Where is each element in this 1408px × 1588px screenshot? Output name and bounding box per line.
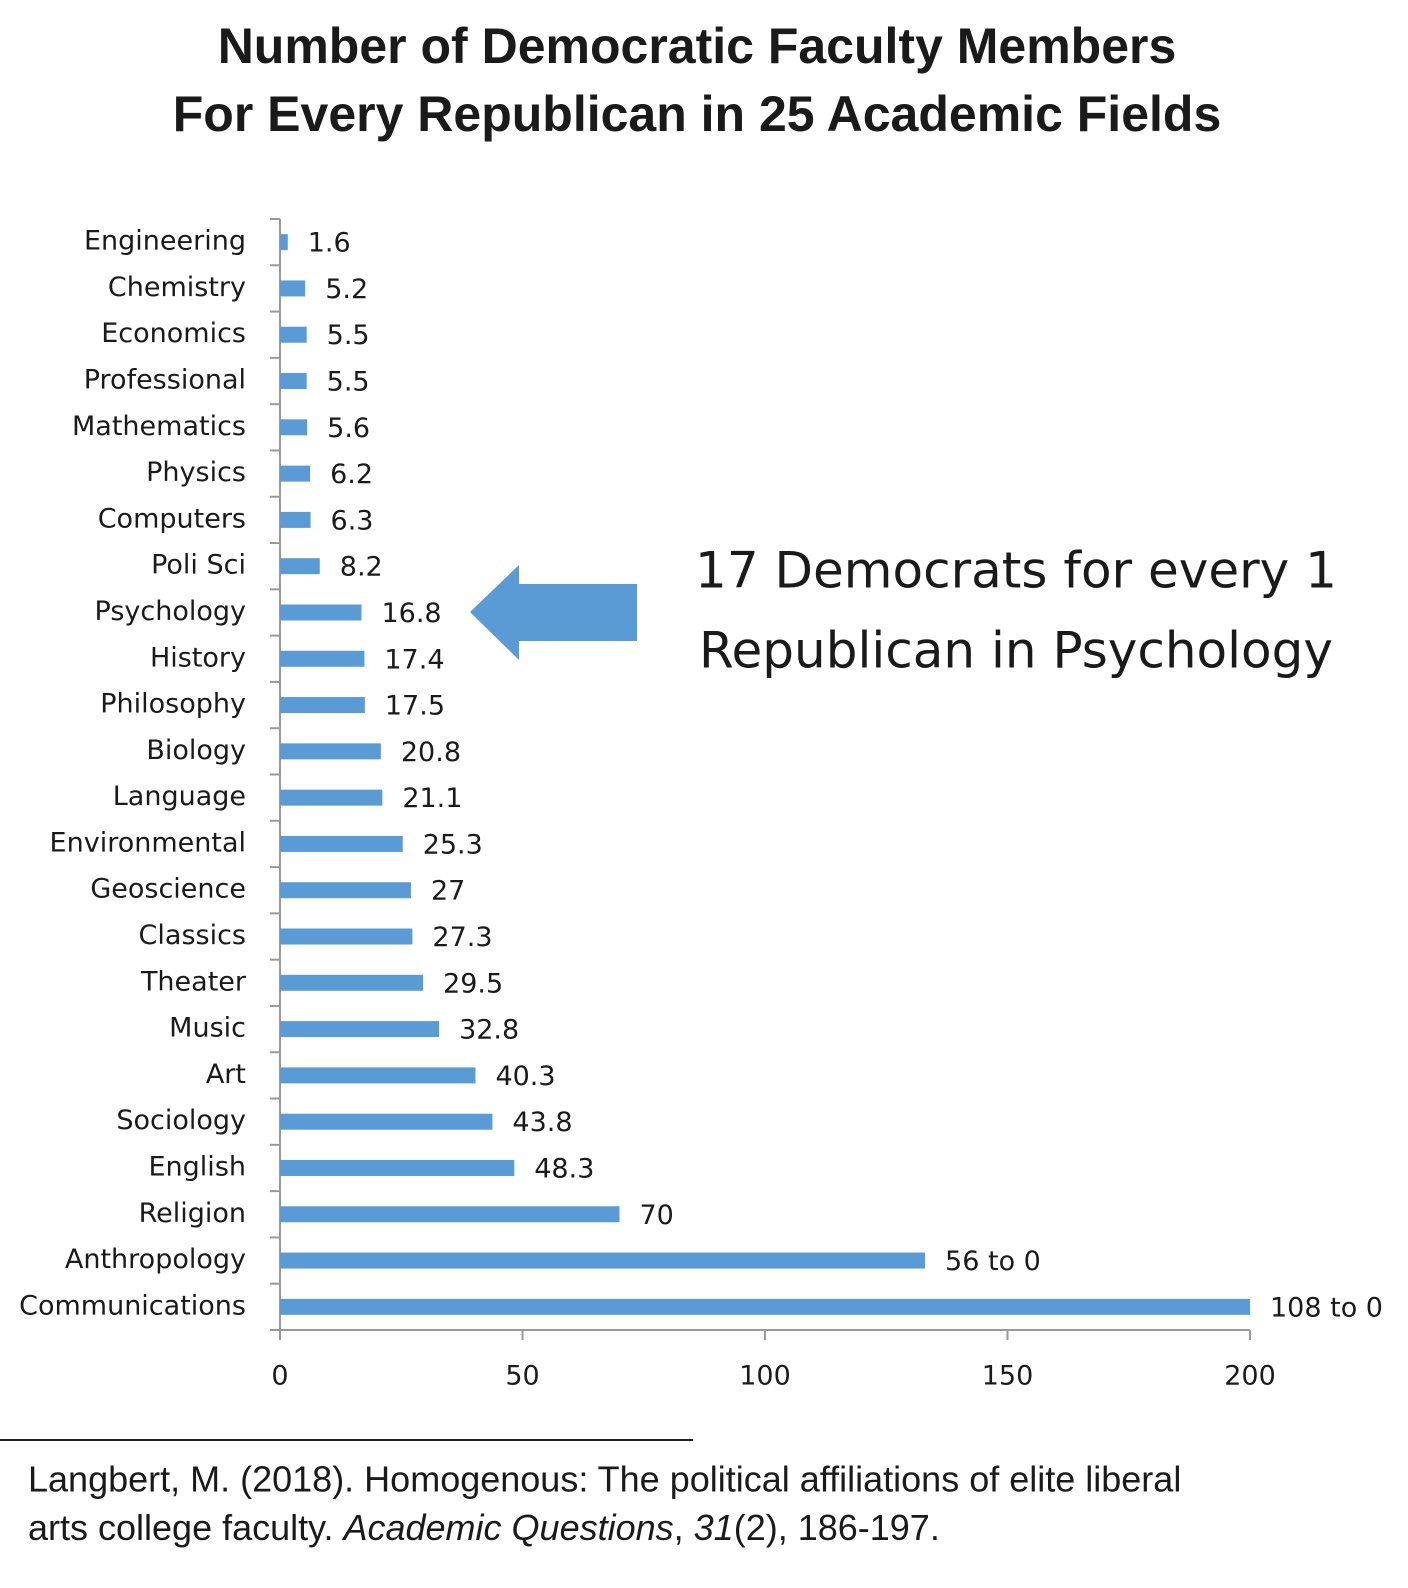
bar: [280, 928, 413, 945]
source-part: 31: [694, 1507, 734, 1548]
y-tick-label: Geoscience: [90, 874, 246, 905]
bar: [280, 1021, 440, 1038]
y-tick-label: Language: [113, 781, 246, 812]
y-tick-label: Religion: [139, 1198, 246, 1229]
value-label: 8.2: [340, 552, 383, 583]
y-tick-label: Poli Sci: [151, 550, 246, 581]
value-label: 5.5: [327, 320, 370, 351]
bar: [280, 326, 307, 343]
y-tick-label: Art: [206, 1059, 246, 1090]
x-tick-label: 150: [982, 1361, 1034, 1392]
value-label: 27.3: [432, 922, 492, 953]
value-label: 17.4: [384, 644, 444, 675]
value-label: 32.8: [459, 1015, 519, 1046]
bar: [280, 1298, 1250, 1315]
value-label: 25.3: [423, 829, 483, 860]
y-tick-label: Economics: [101, 318, 246, 349]
y-tick-label: Engineering: [84, 226, 246, 257]
value-label: 21.1: [402, 783, 462, 814]
y-tick-label: Chemistry: [108, 272, 246, 303]
chart-title: Number of Democratic Faculty Members: [218, 18, 1177, 74]
y-tick-label: Psychology: [95, 596, 246, 627]
annotation: Republican in Psychology: [699, 622, 1333, 680]
value-label: 48.3: [534, 1153, 594, 1184]
bar: [280, 465, 311, 482]
x-tick-label: 200: [1224, 1361, 1276, 1392]
bar: [280, 558, 320, 575]
bar: [280, 697, 365, 714]
y-tick-label: English: [149, 1151, 247, 1182]
y-tick-label: Anthropology: [65, 1244, 246, 1275]
source: arts college faculty. Academic Questions…: [28, 1507, 940, 1548]
value-label: 27: [431, 876, 465, 907]
bar: [280, 234, 288, 251]
value-label: 16.8: [381, 598, 441, 629]
source: Langbert, M. (2018). Homogenous: The pol…: [28, 1459, 1181, 1500]
value-label: 40.3: [495, 1061, 555, 1092]
value-label: 6.2: [330, 459, 373, 490]
bar: [280, 373, 307, 390]
y-tick-label: Physics: [146, 457, 246, 488]
x-tick-label: 0: [271, 1361, 288, 1392]
source-part: (2), 186-197.: [734, 1507, 940, 1548]
value-label: 1.6: [308, 228, 351, 259]
bar: [280, 1113, 493, 1130]
bar: [280, 882, 411, 899]
value-label: 43.8: [512, 1107, 572, 1138]
value-label: 20.8: [401, 737, 461, 768]
bar: [280, 1159, 515, 1176]
bar: [280, 1067, 476, 1084]
x-tick-label: 50: [505, 1361, 539, 1392]
bar: [280, 789, 383, 806]
y-tick-label: Music: [169, 1013, 246, 1044]
value-label: 56 to 0: [945, 1246, 1041, 1277]
bar: [280, 511, 311, 528]
y-tick-label: Computers: [98, 503, 246, 534]
y-tick-label: Mathematics: [72, 411, 246, 442]
value-label: 17.5: [385, 691, 445, 722]
x-tick-label: 100: [739, 1361, 791, 1392]
bar: [280, 604, 362, 621]
source-part: Academic Questions: [341, 1507, 673, 1548]
source-part: ,: [674, 1507, 694, 1548]
value-label: 108 to 0: [1270, 1292, 1383, 1323]
y-tick-label: Philosophy: [100, 689, 246, 720]
bar: [280, 650, 365, 667]
y-tick-label: Environmental: [50, 827, 246, 858]
value-label: 29.5: [443, 968, 503, 999]
arrow: [470, 565, 637, 660]
y-tick-label: Sociology: [116, 1105, 246, 1136]
chart-title: For Every Republican in 25 Academic Fiel…: [173, 86, 1222, 142]
y-tick-label: Theater: [140, 966, 247, 997]
bar: [280, 280, 306, 297]
y-tick-label: History: [150, 642, 246, 673]
y-tick-label: Professional: [84, 365, 246, 396]
y-tick-label: Communications: [19, 1290, 246, 1321]
value-label: 5.5: [327, 367, 370, 398]
bar: [280, 1252, 926, 1269]
value-label: 5.6: [327, 413, 370, 444]
y-tick-label: Classics: [139, 920, 246, 951]
source-part: arts college faculty.: [28, 1507, 343, 1548]
y-tick-label: Biology: [146, 735, 246, 766]
annotation: 17 Democrats for every 1: [695, 542, 1337, 600]
bar: [280, 1206, 620, 1223]
bar: [280, 743, 381, 760]
bar: [280, 835, 403, 852]
bar: [280, 419, 308, 436]
value-label: 6.3: [331, 505, 374, 536]
value-label: 5.2: [325, 274, 368, 305]
bar: [280, 974, 424, 991]
value-label: 70: [640, 1200, 674, 1231]
